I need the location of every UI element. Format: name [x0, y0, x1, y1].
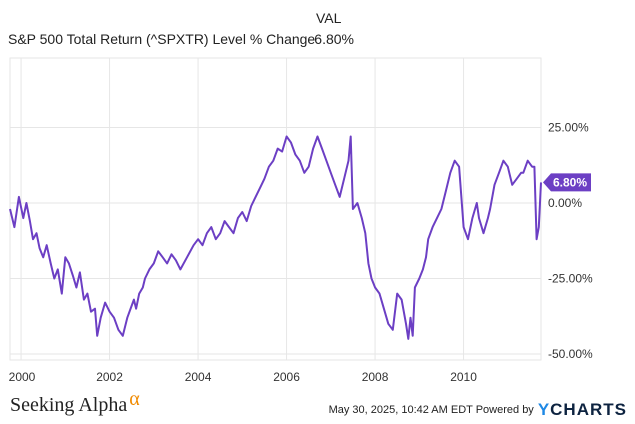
- x-tick-label: 2002: [96, 370, 123, 384]
- end-value-label: 6.80%: [543, 173, 591, 192]
- legend-series-value: 6.80%: [314, 31, 354, 47]
- ycharts-logo-text: CHARTS: [550, 400, 627, 419]
- y-tick-label: 25.00%: [548, 120, 589, 134]
- x-tick-label: 2008: [362, 370, 389, 384]
- x-tick-label: 2006: [273, 370, 300, 384]
- ycharts-logo-y-icon: Y: [537, 400, 551, 419]
- plot-area: [9, 57, 542, 361]
- x-tick-label: 2004: [185, 370, 212, 384]
- attribution: May 30, 2025, 10:42 AM EDT Powered by YC…: [329, 400, 627, 420]
- y-tick-label: 0.00%: [548, 196, 582, 210]
- x-tick-label: 2000: [9, 370, 36, 384]
- legend-row[interactable]: S&P 500 Total Return (^SPXTR) Level % Ch…: [8, 31, 358, 49]
- x-axis-ticks: 2000 2002 2004 2006 2008 2010: [9, 370, 478, 384]
- y-axis-ticks: 25.00% 0.00% -25.00% -50.00%: [548, 120, 593, 360]
- timestamp: May 30, 2025, 10:42 AM EDT Powered by: [328, 404, 534, 416]
- alpha-mark-icon: α: [129, 388, 140, 410]
- y-tick-label: -50.00%: [548, 347, 593, 361]
- y-tick-label: -25.00%: [548, 271, 593, 285]
- end-value-text: 6.80%: [553, 175, 587, 189]
- ycharts-logo: YCHARTS: [538, 400, 627, 420]
- end-value-badge: [543, 173, 591, 192]
- seeking-alpha-logo: Seeking Alpha α: [10, 388, 140, 417]
- brand-name: Seeking Alpha: [10, 394, 128, 416]
- series-line[interactable]: [9, 135, 542, 340]
- x-tick-label: 2010: [450, 370, 477, 384]
- value-column-header: VAL: [316, 10, 342, 26]
- legend-series-name: S&P 500 Total Return (^SPXTR) Level % Ch…: [8, 31, 316, 47]
